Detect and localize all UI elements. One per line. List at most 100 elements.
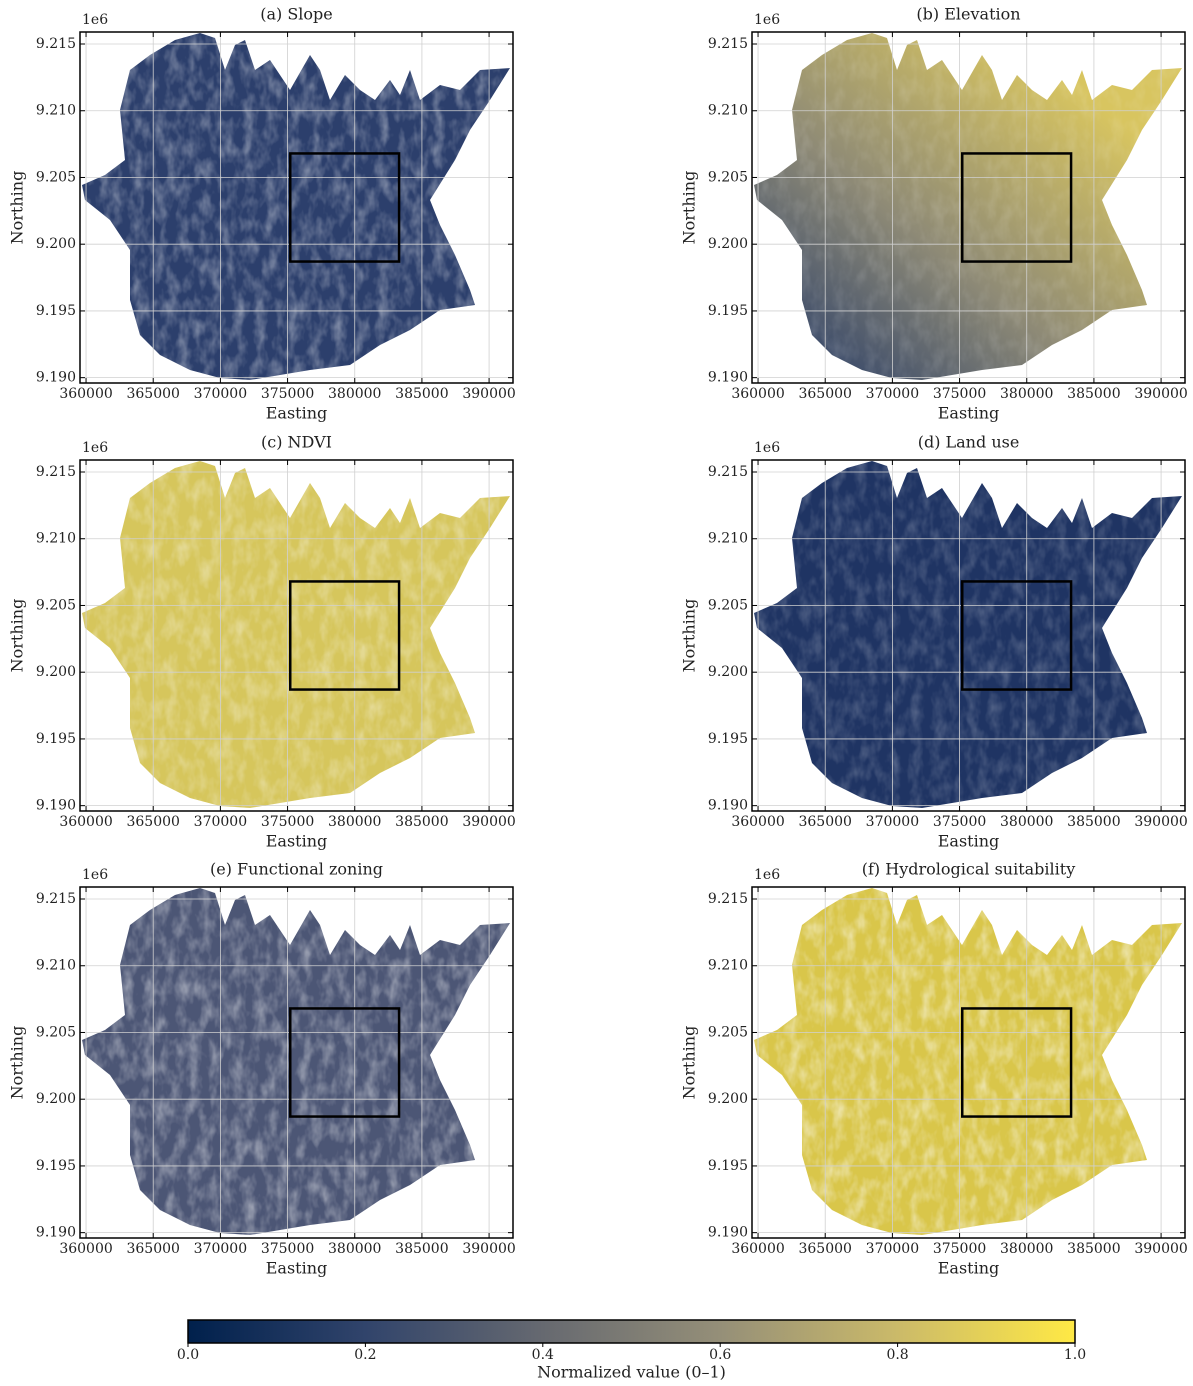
offset-label: 1e6 [754, 12, 780, 28]
y-tick-label: 9.190 [708, 798, 748, 814]
offset-label: 1e6 [754, 867, 780, 883]
x-tick-label: 380000 [328, 386, 381, 402]
x-tick-label: 380000 [1000, 386, 1053, 402]
panel-title: (b) Elevation [916, 5, 1020, 24]
figure: 360000 365000 370000 375000 380000 385000 3900… [0, 0, 1193, 1382]
offset-label: 1e6 [82, 867, 108, 883]
y-tick-label: 9.215 [708, 464, 748, 480]
map-texture [80, 460, 513, 811]
x-tick-label: 375000 [933, 386, 986, 402]
x-tick-label: 385000 [1067, 814, 1120, 830]
y-tick-label: 9.200 [708, 236, 748, 252]
y-tick-label: 9.190 [708, 370, 748, 386]
x-tick-label: 360000 [731, 814, 784, 830]
y-tick-label: 9.200 [36, 236, 76, 252]
y-tick-label: 9.215 [36, 891, 76, 907]
y-axis-label: Northing [8, 599, 27, 673]
x-tick-label: 385000 [395, 386, 448, 402]
colorbar-tick-label: 1.0 [1064, 1347, 1086, 1363]
y-tick-label: 9.210 [708, 531, 748, 547]
x-tick-label: 360000 [59, 814, 112, 830]
x-tick-label: 360000 [59, 1241, 112, 1257]
y-tick-label: 9.195 [708, 303, 748, 319]
x-tick-label: 365000 [126, 386, 179, 402]
x-tick-label: 360000 [731, 386, 784, 402]
y-tick-label: 9.210 [708, 958, 748, 974]
colorbar-tick-label: 0.2 [354, 1347, 376, 1363]
x-tick-label: 380000 [328, 1241, 381, 1257]
y-tick-label: 9.210 [708, 103, 748, 119]
map-texture [752, 460, 1185, 811]
x-tick-label: 365000 [798, 1241, 851, 1257]
x-tick-label: 380000 [1000, 1241, 1053, 1257]
colorbar-label: Normalized value (0–1) [537, 1363, 726, 1382]
x-tick-label: 375000 [261, 386, 314, 402]
x-tick-label: 390000 [462, 386, 515, 402]
y-tick-label: 9.205 [708, 1024, 748, 1040]
x-tick-label: 365000 [798, 386, 851, 402]
x-tick-label: 375000 [933, 814, 986, 830]
x-tick-label: 370000 [866, 814, 919, 830]
x-tick-label: 385000 [395, 1241, 448, 1257]
y-axis-label: Northing [680, 171, 699, 245]
x-tick-label: 375000 [933, 1241, 986, 1257]
y-tick-label: 9.205 [36, 169, 76, 185]
x-tick-label: 360000 [731, 1241, 784, 1257]
x-axis-label: Easting [266, 1259, 328, 1278]
panel-title: (d) Land use [918, 433, 1020, 452]
x-tick-label: 385000 [1067, 386, 1120, 402]
y-tick-label: 9.215 [708, 36, 748, 52]
y-tick-label: 9.190 [36, 370, 76, 386]
x-tick-label: 375000 [261, 1241, 314, 1257]
colorbar-tick-label: 0.4 [532, 1347, 554, 1363]
map-texture [80, 32, 513, 383]
y-tick-label: 9.215 [36, 464, 76, 480]
y-tick-label: 9.205 [36, 1024, 76, 1040]
y-tick-label: 9.190 [708, 1225, 748, 1241]
y-tick-label: 9.205 [708, 169, 748, 185]
map-panel: 360000 365000 370000 375000 380000 385000 3900… [680, 433, 1188, 851]
map-panel: 3600003650003700003750003800003850003900… [8, 433, 516, 851]
x-tick-label: 385000 [1067, 1241, 1120, 1257]
panel-title: (c) NDVI [261, 433, 332, 452]
x-tick-label: 365000 [798, 814, 851, 830]
offset-label: 1e6 [82, 12, 108, 28]
y-tick-label: 9.200 [708, 664, 748, 680]
map-texture [752, 32, 1185, 383]
colorbar-tick-label: 0.0 [177, 1347, 199, 1363]
y-tick-label: 9.200 [708, 1091, 748, 1107]
offset-label: 1e6 [754, 440, 780, 456]
x-tick-label: 370000 [194, 1241, 247, 1257]
y-tick-label: 9.190 [36, 1225, 76, 1241]
y-tick-label: 9.210 [36, 958, 76, 974]
y-tick-label: 9.205 [36, 597, 76, 613]
y-tick-label: 9.215 [708, 891, 748, 907]
map-texture [80, 887, 513, 1238]
x-tick-label: 385000 [395, 814, 448, 830]
y-axis-label: Northing [8, 1026, 27, 1100]
x-axis-label: Easting [938, 832, 1000, 851]
y-tick-label: 9.195 [36, 303, 76, 319]
x-tick-label: 375000 [261, 814, 314, 830]
panel-title: (e) Functional zoning [210, 860, 383, 879]
x-tick-label: 390000 [462, 1241, 515, 1257]
panel-title: (f) Hydrological suitability [862, 860, 1075, 879]
x-tick-label: 390000 [462, 814, 515, 830]
x-tick-label: 390000 [1134, 814, 1187, 830]
x-tick-label: 380000 [1000, 814, 1053, 830]
offset-label: 1e6 [82, 440, 108, 456]
y-tick-label: 9.200 [36, 664, 76, 680]
x-axis-label: Easting [266, 832, 328, 851]
x-tick-label: 370000 [194, 814, 247, 830]
y-tick-label: 9.210 [36, 531, 76, 547]
y-tick-label: 9.195 [36, 731, 76, 747]
x-tick-label: 370000 [194, 386, 247, 402]
x-tick-label: 360000 [59, 386, 112, 402]
y-tick-label: 9.200 [36, 1091, 76, 1107]
y-axis-label: Northing [680, 599, 699, 673]
x-axis-label: Easting [938, 1259, 1000, 1278]
y-tick-label: 9.215 [36, 36, 76, 52]
x-tick-label: 370000 [866, 1241, 919, 1257]
